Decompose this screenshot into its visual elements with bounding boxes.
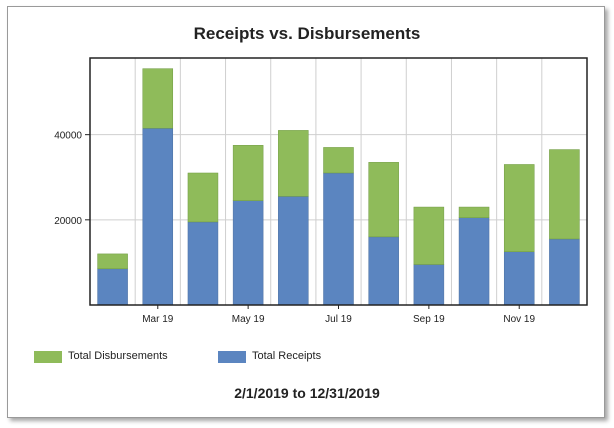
date-range: 2/1/2019 to 12/31/2019	[234, 385, 380, 401]
x-tick-label: Mar 19	[142, 314, 174, 325]
x-axis-ticks: Mar 19 May 19 Jul 19 Sep 19 Nov 19	[142, 305, 536, 325]
bar-total-receipts	[549, 238, 580, 306]
bar-total-disbursements	[503, 164, 535, 253]
bar-total-receipts	[278, 196, 309, 306]
bar-total-disbursements	[413, 206, 445, 265]
bar-total-disbursements	[368, 162, 399, 238]
bar-total-receipts	[97, 268, 128, 306]
chart-title: Receipts vs. Disbursements	[193, 24, 421, 43]
bar-total-receipts	[142, 128, 174, 306]
legend-label-receipts: Total Receipts	[252, 350, 322, 362]
bar-total-disbursements	[187, 172, 219, 223]
bar-total-disbursements	[97, 253, 128, 270]
y-tick-label: 40000	[54, 131, 82, 142]
x-tick-label: May 19	[232, 314, 265, 325]
x-tick-label: Sep 19	[413, 314, 445, 325]
legend-label-disbursements: Total Disbursements	[68, 350, 168, 362]
x-tick-label: Jul 19	[325, 314, 352, 325]
y-tick-label: 20000	[54, 216, 82, 227]
legend-swatch-disbursements	[34, 351, 62, 363]
bar-total-disbursements	[142, 68, 174, 129]
x-tick-label: Nov 19	[503, 314, 535, 325]
y-axis-ticks: 20000 40000	[54, 131, 90, 227]
bar-total-receipts	[458, 217, 490, 306]
bar-total-receipts	[187, 221, 219, 306]
bar-total-receipts	[503, 251, 535, 306]
bar-total-receipts	[323, 172, 354, 306]
bar-total-disbursements	[323, 147, 354, 174]
bar-total-receipts	[232, 200, 264, 306]
bar-total-disbursements	[549, 149, 580, 240]
bar-total-receipts	[413, 264, 445, 306]
bar-total-disbursements	[232, 145, 264, 201]
bar-total-disbursements	[458, 206, 490, 218]
legend-swatch-receipts	[218, 351, 246, 363]
bars	[97, 68, 580, 306]
bar-total-disbursements	[278, 130, 309, 197]
bar-total-receipts	[368, 236, 399, 306]
